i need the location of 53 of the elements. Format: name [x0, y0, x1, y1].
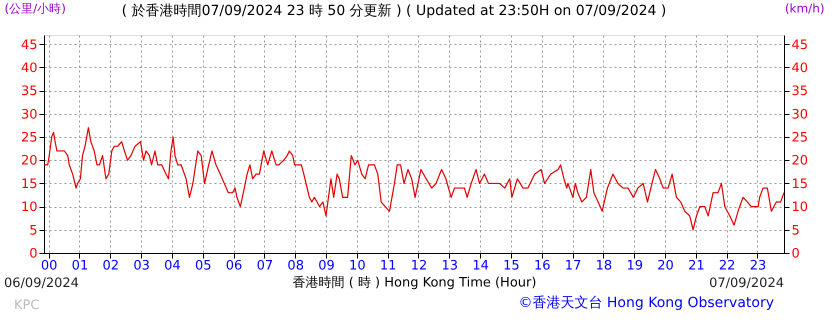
x-tick-label: 05: [194, 258, 212, 274]
y2-tick-label: 45: [792, 38, 808, 53]
x-tick-label: 09: [318, 258, 335, 274]
y2-tick-label: 15: [792, 176, 808, 192]
x-tick-label: 12: [410, 258, 428, 274]
y-tick-label: 10: [20, 200, 38, 216]
y-tick-label: 45: [20, 38, 38, 53]
x-tick-label: 16: [534, 258, 551, 274]
x-tick-label: 13: [442, 258, 458, 274]
x-tick-label: 10: [349, 258, 366, 274]
y-axis-title: (公里/小時): [4, 2, 66, 16]
x-tick-label: 17: [564, 258, 582, 274]
x-tick-label: 15: [503, 258, 520, 274]
text: 06/09/2024: [4, 276, 79, 291]
y2-tick-label: 25: [792, 130, 808, 146]
x-tick-label: 03: [133, 258, 150, 274]
x-tick-label: 20: [657, 258, 674, 274]
y2-tick-label: 10: [792, 200, 808, 216]
y2-tick-label: 5: [792, 223, 800, 238]
y-tick-label: 15: [20, 176, 38, 192]
x-tick-label: 02: [102, 258, 120, 274]
y-tick-label: 35: [20, 84, 38, 100]
y-tick-label: 5: [29, 223, 38, 238]
x-tick-label: 08: [287, 258, 304, 274]
x-tick-label: 07: [256, 258, 274, 274]
line-series: [44, 127, 785, 230]
y-tick-label: 0: [29, 246, 38, 262]
x-tick-label: 21: [688, 258, 705, 274]
x-tick-label: 19: [626, 258, 643, 274]
y-tick-label: 30: [20, 107, 38, 122]
x-tick-label: 23: [750, 258, 766, 274]
x-tick-label: 06: [226, 258, 242, 274]
chart-title: ( 於香港時間07/09/2024 23 時 50 分更新 ) ( Updated at 23:50H on 07/09/2024 ): [122, 3, 666, 19]
text: 07/09/2024: [709, 276, 784, 291]
y2-tick-label: 30: [792, 107, 808, 122]
text: ©香港天文台 Hong Kong Observatory: [518, 295, 774, 311]
x-axis-title: 香港時間 ( 時 ) Hong Kong Time (Hour): [292, 276, 536, 290]
text: KPC: [14, 298, 40, 313]
x-tick-label: 00: [40, 258, 58, 274]
y-tick-label: 25: [20, 130, 38, 146]
y2-tick-label: 35: [792, 84, 808, 100]
y2-tick-label: 20: [792, 154, 808, 169]
x-tick-label: 22: [718, 258, 736, 274]
x-tick-label: 11: [380, 258, 396, 274]
x-tick-label: 18: [596, 258, 612, 274]
x-tick-label: 14: [472, 258, 489, 274]
y2-tick-label: 0: [792, 246, 800, 262]
x-tick-label: 04: [164, 258, 181, 274]
y2-tick-label: 40: [792, 60, 808, 76]
y-tick-label: 40: [20, 60, 38, 76]
x-tick-label: 01: [72, 258, 88, 274]
y2-axis-title: (km/h): [784, 2, 824, 16]
y-tick-label: 20: [20, 154, 38, 169]
